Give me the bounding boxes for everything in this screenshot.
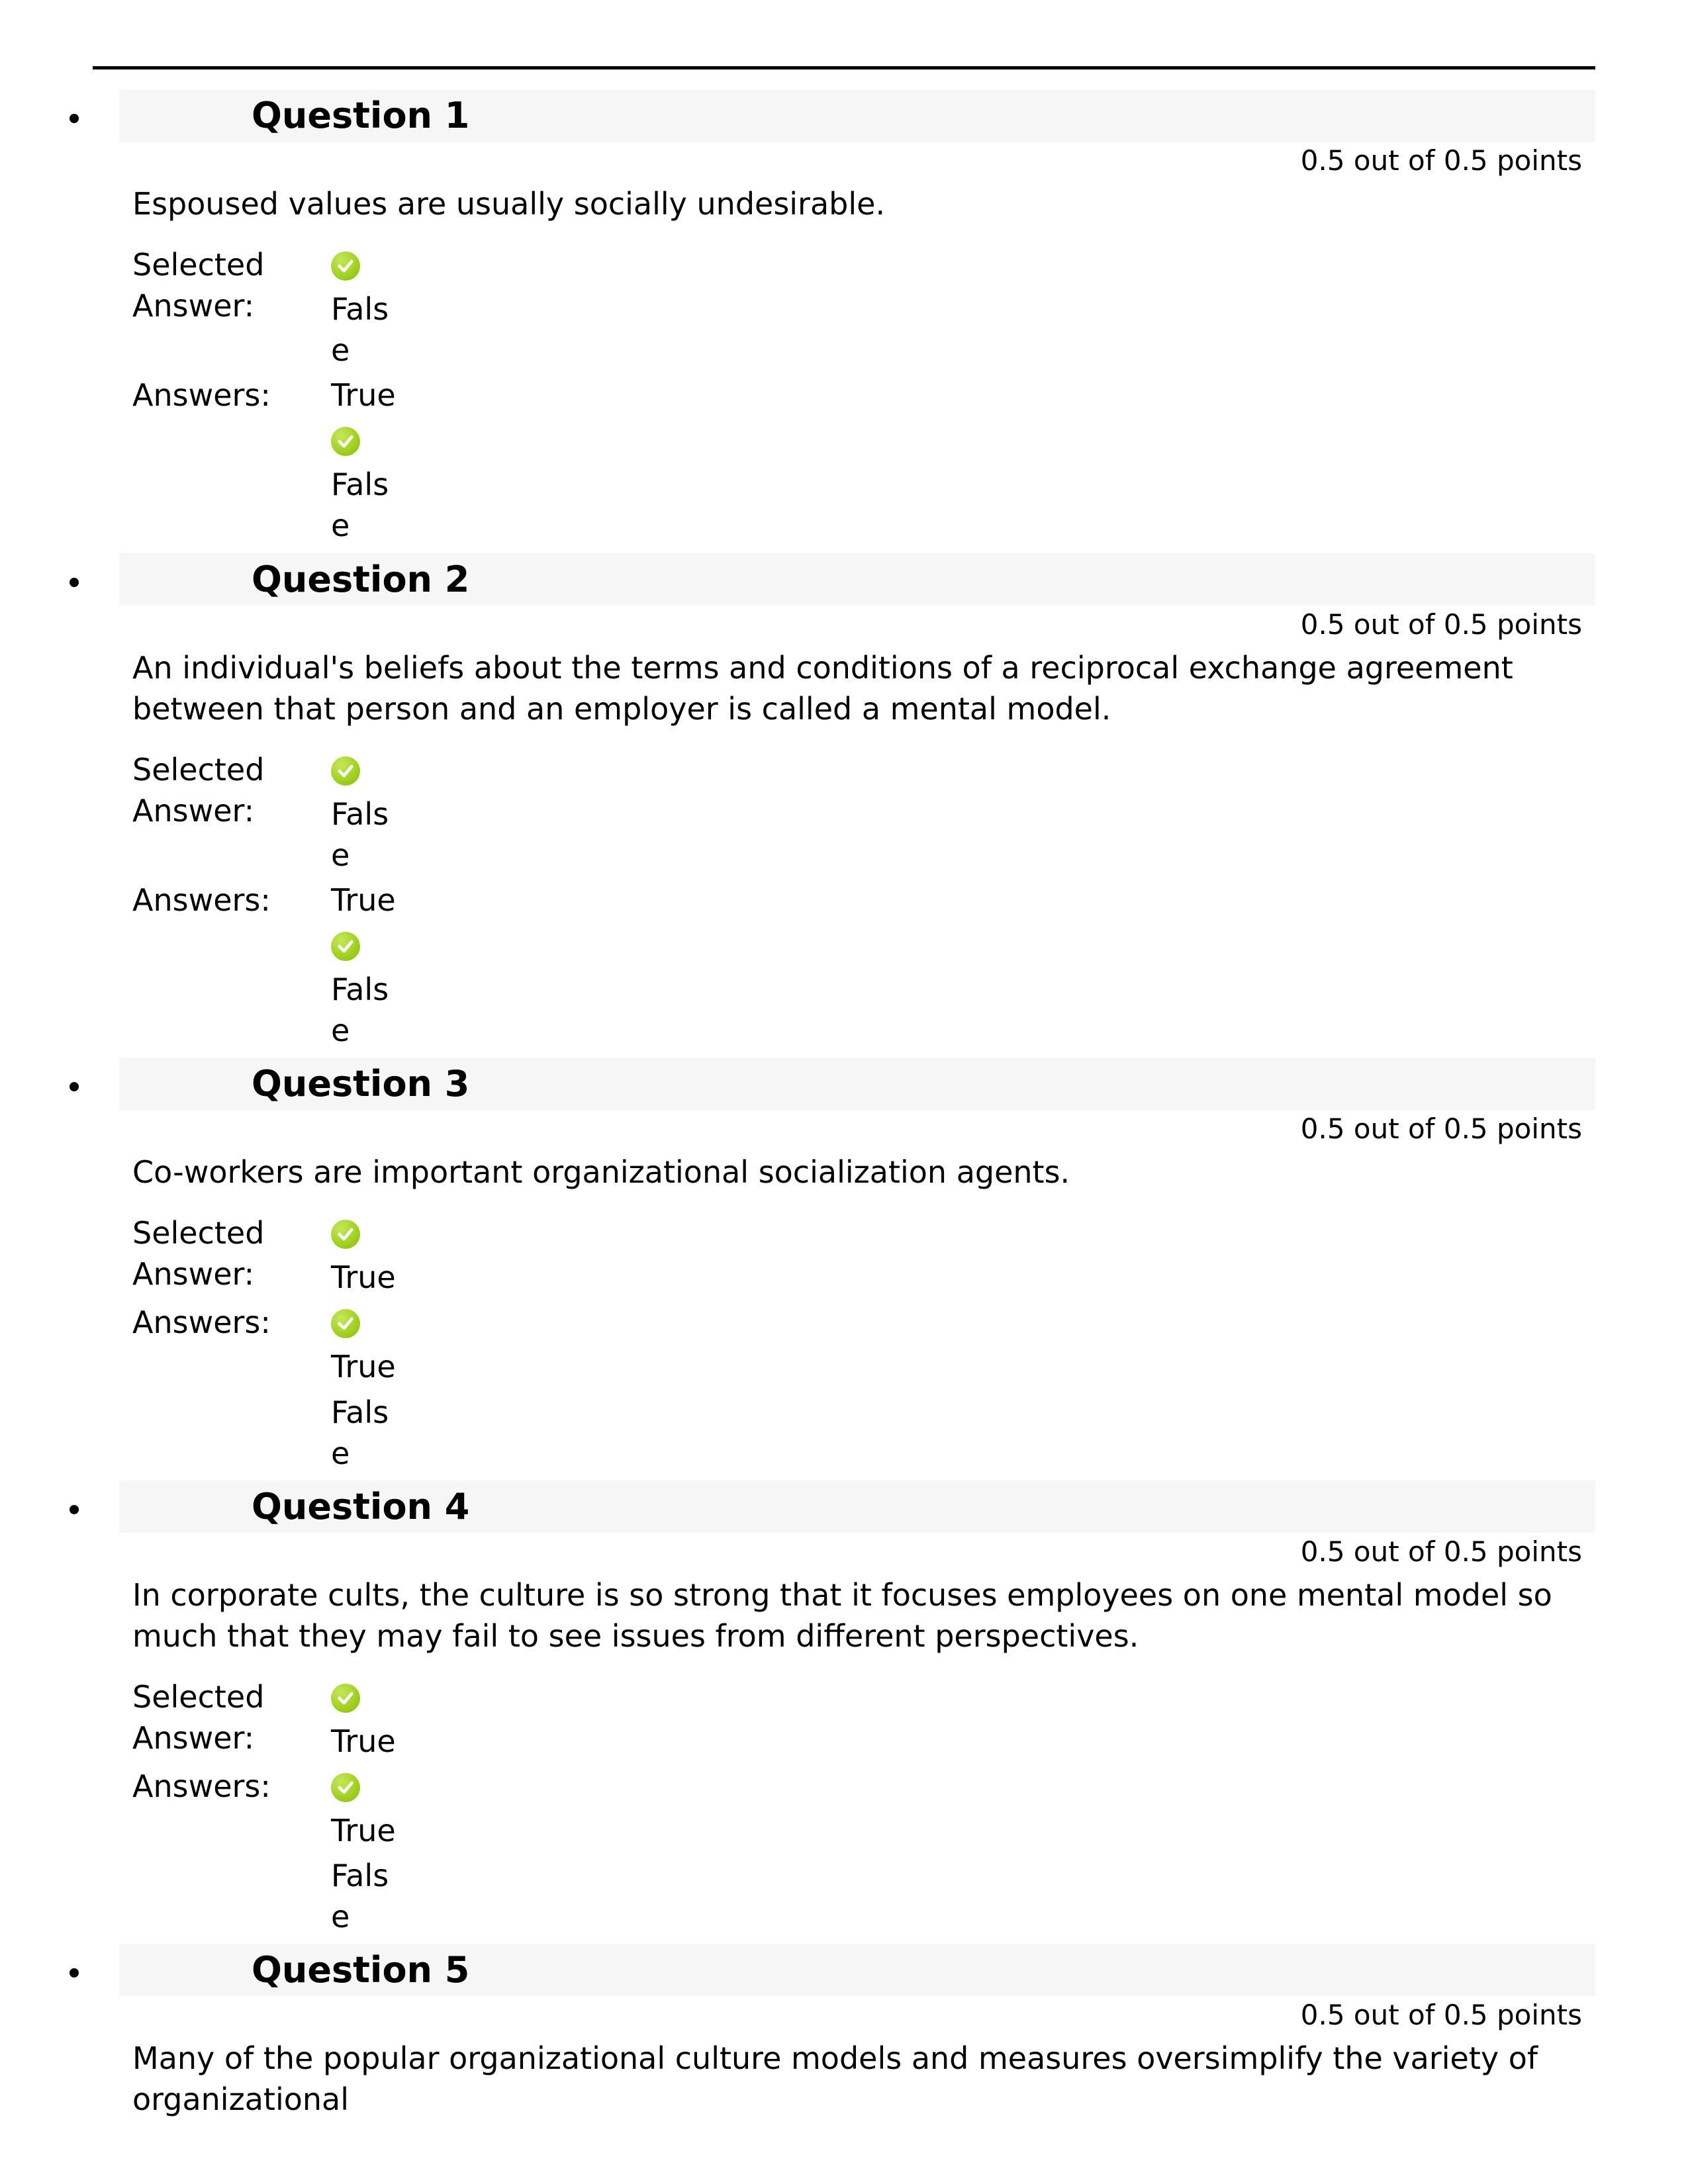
answer-text: Fals — [331, 464, 424, 505]
answers-label: Answers: — [132, 1766, 331, 1807]
answer-option: True — [331, 1302, 424, 1387]
selected-answer-label: Selected Answer: — [132, 244, 331, 326]
question-header: Question 1 — [119, 89, 1595, 142]
question-score: 0.5 out of 0.5 points — [119, 1996, 1595, 2038]
question-body: Co-workers are important organizational … — [93, 1152, 1595, 1480]
check-icon — [331, 1684, 360, 1713]
answer-text: e — [331, 1433, 424, 1474]
check-icon — [331, 932, 360, 961]
answer-grid: Selected Answer: True Answers: True Fals… — [132, 1676, 1582, 1937]
answer-text: e — [331, 505, 424, 546]
answer-text: True — [331, 880, 424, 921]
answer-text: Fals — [331, 1392, 424, 1433]
top-rule — [93, 66, 1595, 69]
question-list: Question 1 0.5 out of 0.5 points Espouse… — [93, 89, 1595, 2146]
answer-text: Fals — [331, 1855, 424, 1896]
selected-answer-label: Selected Answer: — [132, 1676, 331, 1758]
selected-answer-value: True — [331, 1212, 424, 1298]
check-icon — [331, 1309, 360, 1338]
answer-option: True — [331, 375, 424, 416]
question-text: In corporate cults, the culture is so st… — [132, 1574, 1582, 1657]
check-icon — [331, 756, 360, 786]
check-icon — [331, 1773, 360, 1802]
question-title: Question 2 — [252, 559, 469, 600]
question-text: Many of the popular organizational cultu… — [132, 2038, 1582, 2120]
question-item: Question 5 0.5 out of 0.5 points Many of… — [93, 1944, 1595, 2146]
question-title: Question 5 — [252, 1949, 469, 1991]
answers-label: Answers: — [132, 375, 331, 416]
answer-text: Fals — [331, 794, 424, 835]
question-item: Question 4 0.5 out of 0.5 points In corp… — [93, 1480, 1595, 1944]
answer-option: Fals e — [331, 1855, 424, 1937]
answer-option: Fals e — [331, 1392, 424, 1474]
answer-text: e — [331, 835, 424, 876]
answer-grid: Selected Answer: Fals e Answers: True — [132, 244, 1582, 546]
question-score: 0.5 out of 0.5 points — [119, 1110, 1595, 1152]
question-score: 0.5 out of 0.5 points — [119, 1533, 1595, 1574]
answer-text: True — [331, 1721, 424, 1762]
question-text: Espoused values are usually socially und… — [132, 183, 1582, 224]
answers-label: Answers: — [132, 1302, 331, 1343]
question-body: Many of the popular organizational cultu… — [93, 2038, 1595, 2146]
selected-answer-label: Selected Answer: — [132, 1212, 331, 1295]
question-item: Question 3 0.5 out of 0.5 points Co-work… — [93, 1058, 1595, 1480]
selected-answer-value: Fals e — [331, 749, 424, 876]
selected-answer-label: Selected Answer: — [132, 749, 331, 831]
question-body: In corporate cults, the culture is so st… — [93, 1574, 1595, 1944]
answer-option: True — [331, 1766, 424, 1851]
answer-text: e — [331, 1010, 424, 1051]
answer-text: e — [331, 1896, 424, 1937]
answer-text: True — [331, 1810, 424, 1851]
answer-option: Fals e — [331, 420, 424, 546]
check-icon — [331, 1220, 360, 1249]
check-icon — [331, 427, 360, 456]
answer-text: e — [331, 330, 424, 371]
question-item: Question 2 0.5 out of 0.5 points An indi… — [93, 553, 1595, 1058]
question-item: Question 1 0.5 out of 0.5 points Espouse… — [93, 89, 1595, 553]
answer-text: Fals — [331, 969, 424, 1010]
question-title: Question 1 — [252, 95, 469, 136]
question-header: Question 2 — [119, 553, 1595, 606]
question-header: Question 5 — [119, 1944, 1595, 1996]
answer-text: True — [331, 1257, 424, 1298]
question-text: Co-workers are important organizational … — [132, 1152, 1582, 1193]
question-header: Question 3 — [119, 1058, 1595, 1110]
question-body: An individual's beliefs about the terms … — [93, 647, 1595, 1058]
question-text: An individual's beliefs about the terms … — [132, 647, 1582, 729]
selected-answer-value: True — [331, 1676, 424, 1762]
page: Question 1 0.5 out of 0.5 points Espouse… — [0, 0, 1688, 2184]
answer-option: Fals e — [331, 925, 424, 1051]
answer-option: True — [331, 880, 424, 921]
answer-text: True — [331, 375, 424, 416]
check-icon — [331, 251, 360, 281]
question-score: 0.5 out of 0.5 points — [119, 606, 1595, 647]
answer-grid: Selected Answer: True Answers: True Fals… — [132, 1212, 1582, 1473]
answers-label: Answers: — [132, 880, 331, 921]
question-title: Question 3 — [252, 1063, 469, 1105]
answer-text: True — [331, 1346, 424, 1387]
question-header: Question 4 — [119, 1480, 1595, 1533]
question-score: 0.5 out of 0.5 points — [119, 142, 1595, 183]
question-title: Question 4 — [252, 1486, 469, 1527]
question-body: Espoused values are usually socially und… — [93, 183, 1595, 553]
answer-text: Fals — [331, 289, 424, 330]
answer-grid: Selected Answer: Fals e Answers: True — [132, 749, 1582, 1051]
selected-answer-value: Fals e — [331, 244, 424, 371]
